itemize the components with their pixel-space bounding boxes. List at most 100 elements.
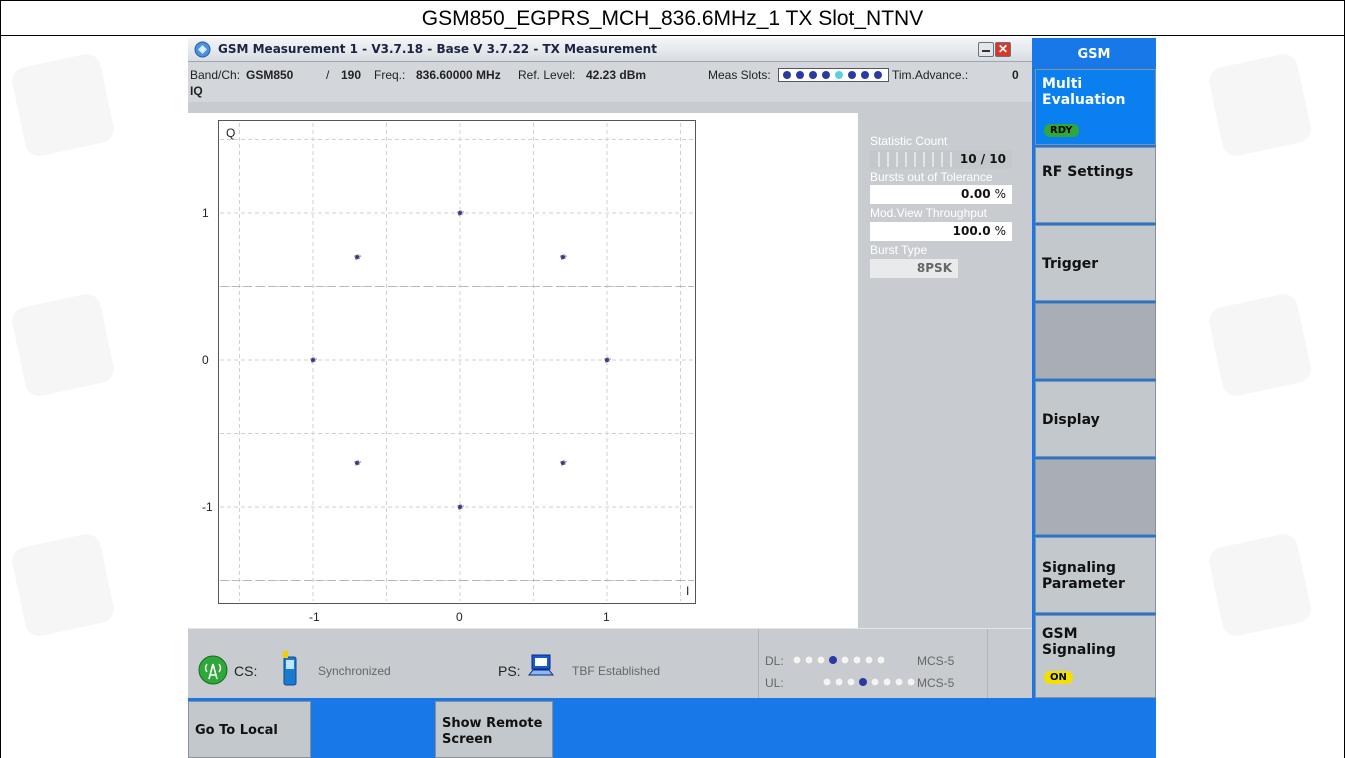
- display-button[interactable]: Display: [1035, 381, 1156, 457]
- measurement-window: GSM Measurement 1 - V3.7.18 - Base V 3.7…: [188, 38, 1032, 699]
- softkey-label: Multi Evaluation: [1042, 76, 1126, 108]
- freq-value: 836.60000 MHz: [416, 68, 501, 82]
- constellation-scatter-dot: [462, 211, 464, 213]
- watermark-logo: [9, 531, 117, 639]
- status-bar: CS: Synchronized PS: TBF Established DL:: [188, 628, 1032, 699]
- constellation-scatter-dot: [457, 211, 459, 213]
- constellation-scatter-dot: [605, 361, 607, 363]
- constellation-scatter-dot: [359, 461, 361, 463]
- cs-label: CS:: [234, 663, 258, 679]
- meas-slots-indicator: [778, 68, 889, 82]
- gsm-signaling-button[interactable]: GSM Signaling ON: [1035, 615, 1156, 698]
- softkey-empty-1[interactable]: [1035, 303, 1156, 379]
- document-title: GSM850_EGPRS_MCH_836.6MHz_1 TX Slot_NTNV: [0, 0, 1345, 36]
- plot-frame: [218, 120, 696, 604]
- softkey-empty-2[interactable]: [1035, 459, 1156, 535]
- ps-state: TBF Established: [572, 664, 661, 678]
- throughput-unit: %: [994, 224, 1006, 238]
- cs-state: Synchronized: [318, 664, 391, 678]
- throughput-value: 100.0: [952, 224, 991, 238]
- signaling-parameter-button[interactable]: Signaling Parameter: [1035, 537, 1156, 613]
- constellation-point: [560, 254, 566, 260]
- channel-value: 190: [341, 68, 362, 82]
- constellation-scatter-dot: [359, 255, 361, 257]
- timing-advance-value: 0: [1012, 68, 1019, 82]
- constellation-scatter-dot: [604, 358, 606, 360]
- x-axis-label: I: [686, 584, 689, 598]
- watermark-logo: [1206, 51, 1314, 159]
- ul-label: UL:: [765, 676, 784, 690]
- constellation-scatter-dot: [563, 254, 565, 256]
- constellation-scatter-dot: [608, 360, 610, 362]
- ul-mcs: MCS-5: [917, 676, 955, 690]
- close-button[interactable]: ✕: [995, 42, 1011, 57]
- band-value: GSM850: [246, 68, 294, 82]
- constellation-point: [457, 210, 463, 216]
- trigger-button[interactable]: Trigger: [1035, 225, 1156, 301]
- show-remote-screen-button[interactable]: Show Remote Screen: [435, 701, 553, 758]
- watermark-logo: [9, 291, 117, 399]
- constellation-scatter-dot: [458, 508, 460, 510]
- phone-icon: [283, 651, 297, 686]
- constellation-point: [604, 357, 610, 363]
- window-titlebar[interactable]: GSM Measurement 1 - V3.7.18 - Base V 3.7…: [188, 38, 1032, 62]
- minimize-button[interactable]: [978, 42, 994, 57]
- constellation-scatter-dot: [457, 505, 459, 507]
- constellation-scatter-dot: [314, 360, 316, 362]
- constellation-scatter-dot: [560, 461, 562, 463]
- on-badge: ON: [1044, 671, 1073, 684]
- rf-settings-button[interactable]: RF Settings: [1035, 147, 1156, 223]
- softkey-label: RF Settings: [1042, 164, 1134, 180]
- burst-type-label: Burst Type: [870, 243, 928, 257]
- constellation-scatter-dot: [565, 255, 567, 257]
- constellation-scatter-dot: [358, 257, 360, 259]
- y-tick-label: 1: [202, 206, 209, 220]
- dl-label: DL:: [765, 654, 784, 668]
- constellation-scatter-dot: [460, 210, 462, 212]
- laptop-icon: [528, 654, 554, 676]
- constellation-scatter-dot: [358, 463, 360, 465]
- multi-evaluation-button[interactable]: Multi Evaluation RDY: [1035, 69, 1156, 145]
- constellation-scatter-dot: [563, 460, 565, 462]
- constellation-point: [354, 460, 360, 466]
- y-axis-label: Q: [226, 126, 235, 140]
- watermark-logo: [1206, 531, 1314, 639]
- constellation-point: [560, 460, 566, 466]
- freq-label: Freq.:: [374, 68, 406, 82]
- constellation-scatter-dot: [609, 358, 611, 360]
- statistic-count-box: 10 / 10: [870, 150, 1012, 169]
- constellation-scatter-dot: [564, 463, 566, 465]
- bursts-out-of-tolerance-value: 0.00: [960, 187, 991, 201]
- statistic-count-label: Statistic Count: [870, 134, 948, 148]
- constellation-point: [457, 504, 463, 510]
- constellation-scatter-dot: [561, 258, 563, 260]
- window-title: GSM Measurement 1 - V3.7.18 - Base V 3.7…: [218, 42, 657, 56]
- band-label: Band/Ch:: [190, 68, 241, 82]
- constellation-scatter-dot: [355, 464, 357, 466]
- softkey-label: Display: [1042, 412, 1100, 428]
- slot-status-panel: DL: MCS-5 UL:: [758, 629, 988, 699]
- go-to-local-button[interactable]: Go To Local: [188, 701, 311, 758]
- constellation-scatter-dot: [355, 258, 357, 260]
- constellation-scatter-dot: [354, 461, 356, 463]
- constellation-scatter-dot: [461, 213, 463, 215]
- constellation-scatter-dot: [311, 361, 313, 363]
- frame-border-left: [0, 36, 1, 758]
- constellation-scatter-dot: [607, 357, 609, 359]
- constellation-scatter-dot: [565, 461, 567, 463]
- measurement-info-bar: Band/Ch: GSM850 / 190 Freq.: 836.60000 M…: [188, 62, 1032, 102]
- dl-slot-indicator: [792, 655, 886, 665]
- statistic-count-bar: [870, 150, 1012, 169]
- constellation-scatter-dot: [357, 254, 359, 256]
- burst-type-value: 8PSK: [916, 261, 952, 275]
- constellation-svg: 1 0 -1 -1 0 1 Q I: [202, 123, 694, 624]
- constellation-scatter-dot: [461, 507, 463, 509]
- antenna-icon: [198, 655, 228, 685]
- constellation-scatter-dot: [458, 214, 460, 216]
- watermark-logo: [9, 51, 117, 159]
- constellation-scatter-dot: [462, 505, 464, 507]
- constellation-scatter-dot: [354, 255, 356, 257]
- view-mode-label: IQ: [190, 84, 203, 98]
- iq-constellation-plot: 1 0 -1 -1 0 1 Q I: [188, 113, 858, 628]
- y-tick-label: -1: [202, 500, 213, 514]
